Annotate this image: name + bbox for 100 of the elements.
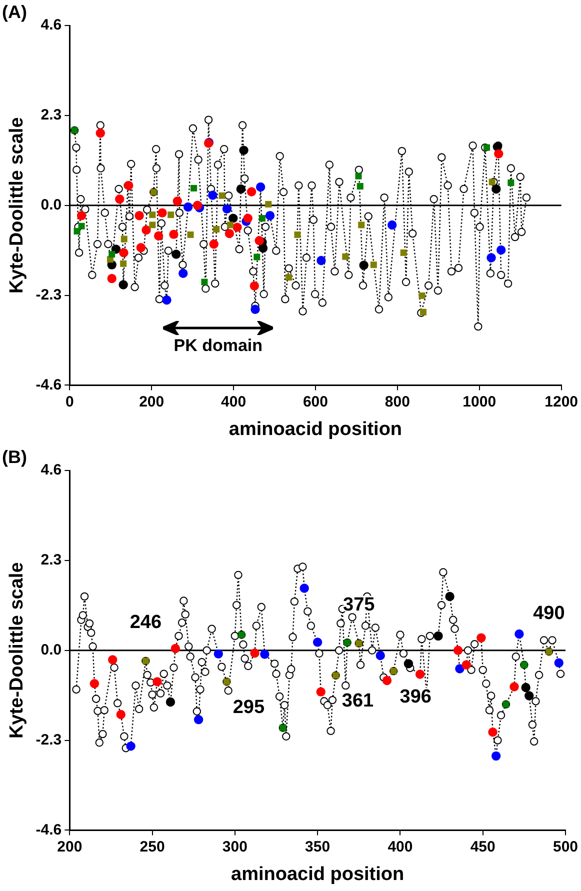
point — [209, 239, 218, 249]
annotation: 375 — [343, 594, 376, 616]
point — [358, 222, 365, 228]
point — [224, 228, 234, 238]
point — [494, 149, 504, 158]
point — [342, 253, 349, 260]
point — [496, 245, 506, 255]
point — [178, 268, 188, 278]
y-tick-label: -2.3 — [36, 286, 62, 304]
point — [359, 260, 368, 270]
y-tick-label: 4.6 — [40, 16, 62, 34]
point — [286, 274, 292, 281]
point — [120, 260, 127, 267]
point — [243, 214, 252, 223]
point — [96, 128, 105, 138]
point — [222, 204, 232, 214]
x-tick-label: 1200 — [544, 393, 578, 410]
point — [254, 254, 260, 260]
point — [316, 256, 326, 266]
point — [420, 308, 426, 316]
x-tick-label: 450 — [470, 838, 496, 856]
x-tick-label: 300 — [222, 838, 248, 856]
x-tick-label: 800 — [384, 393, 410, 410]
y-tick-label: -2.3 — [36, 731, 62, 748]
x-axis-title: aminoacid position — [231, 864, 404, 885]
point — [169, 230, 178, 239]
point — [154, 231, 164, 240]
x-axis-title: aminoacid position — [228, 418, 402, 440]
point — [74, 228, 80, 234]
annotation: 361 — [342, 690, 374, 712]
x-tick-label: 200 — [57, 838, 82, 856]
point — [227, 222, 234, 228]
x-tick-label: 1000 — [462, 393, 496, 410]
point — [187, 231, 194, 238]
y-tick-label: 0.0 — [40, 642, 62, 659]
point — [239, 146, 248, 155]
point — [108, 251, 116, 258]
x-tick-label: 350 — [305, 838, 330, 856]
y-tick-label: -4.6 — [36, 376, 62, 394]
point — [492, 184, 501, 194]
x-tick-label: 400 — [221, 393, 246, 410]
x-tick-label: 500 — [552, 838, 578, 856]
annotation: 246 — [130, 612, 162, 634]
point — [107, 274, 116, 284]
point — [265, 200, 272, 208]
point — [213, 226, 220, 232]
annotation: 295 — [232, 696, 265, 718]
y-tick-label: 2.3 — [40, 552, 62, 569]
point — [168, 212, 174, 218]
x-tick-label: 600 — [302, 393, 328, 410]
point — [250, 304, 260, 314]
point — [250, 281, 260, 291]
y-axis-title: Kyte-Doolittle scale — [6, 562, 28, 739]
y-tick-label: 2.3 — [40, 106, 62, 124]
point — [232, 222, 242, 232]
point — [400, 249, 407, 256]
point — [418, 292, 426, 299]
point — [158, 208, 167, 218]
point — [192, 200, 202, 210]
point — [486, 253, 496, 262]
point — [142, 225, 151, 235]
point — [218, 192, 226, 199]
point — [258, 215, 266, 222]
annotation: PK domain — [174, 336, 263, 356]
point — [370, 262, 377, 268]
x-tick-label: 250 — [140, 838, 165, 856]
point — [488, 178, 496, 186]
point — [356, 182, 364, 190]
point — [76, 210, 86, 220]
point — [208, 190, 218, 200]
y-tick-label: 4.6 — [40, 462, 62, 479]
point — [254, 236, 264, 246]
x-tick-label: 0 — [65, 393, 74, 410]
point — [78, 222, 85, 230]
point — [149, 212, 156, 218]
point — [388, 220, 397, 230]
point — [294, 231, 301, 238]
chart-title: (A) — [2, 2, 27, 22]
point — [236, 184, 246, 194]
point — [136, 243, 146, 252]
y-tick-label: -4.6 — [36, 821, 62, 838]
point — [201, 278, 208, 286]
point — [134, 210, 144, 220]
x-tick-label: 400 — [388, 838, 413, 856]
point — [355, 172, 362, 180]
point — [115, 194, 124, 204]
point — [246, 187, 256, 196]
x-tick-label: 200 — [139, 393, 164, 410]
y-axis-title: Kyte-Doolittle scale — [6, 117, 28, 294]
point — [172, 196, 182, 206]
point — [120, 236, 128, 242]
point — [508, 179, 514, 186]
point — [190, 184, 198, 192]
y-tick-label: 0.0 — [40, 196, 62, 214]
point — [119, 248, 128, 258]
annotation: 396 — [400, 686, 432, 708]
point — [258, 243, 268, 253]
point — [149, 222, 156, 228]
annotation: 490 — [533, 602, 565, 624]
chart-title: (B) — [2, 446, 27, 467]
